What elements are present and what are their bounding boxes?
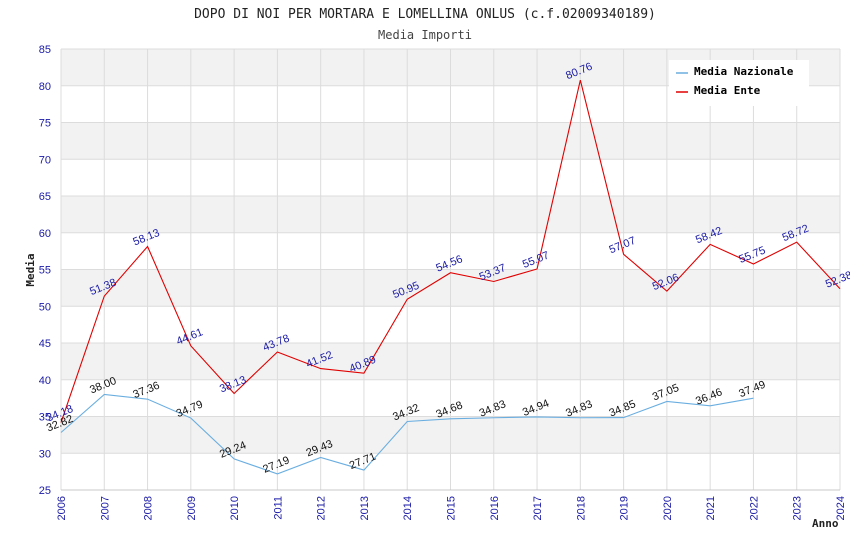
- x-tick-label: 2010: [229, 496, 241, 520]
- x-tick-label: 2024: [835, 496, 847, 520]
- x-tick-label: 2011: [272, 496, 284, 520]
- legend-label-media-nazionale: Media Nazionale: [694, 65, 794, 78]
- y-tick-label: 45: [39, 338, 51, 350]
- y-tick-labels: 25 30 35 40 45 50 55 60 65 70 75 80 85: [39, 44, 51, 497]
- x-tick-label: 2017: [532, 496, 544, 520]
- x-tick-label: 2009: [186, 496, 198, 520]
- y-tick-label: 65: [39, 191, 51, 203]
- x-tick-label: 2022: [748, 496, 760, 520]
- x-tick-label: 2014: [402, 496, 414, 520]
- y-tick-label: 40: [39, 375, 51, 387]
- y-tick-label: 70: [39, 154, 51, 166]
- chart-subtitle: Media Importi: [378, 28, 472, 42]
- x-tick-label: 2021: [705, 496, 717, 520]
- x-tick-label: 2008: [143, 496, 155, 520]
- x-tick-labels: 2006 2007 2008 2009 2010 2011 2012 2013 2014 2015…: [56, 496, 847, 520]
- y-tick-label: 55: [39, 265, 51, 277]
- y-tick-label: 30: [39, 448, 51, 460]
- y-tick-label: 75: [39, 118, 51, 130]
- y-tick-label: 80: [39, 81, 51, 93]
- x-tick-label: 2016: [489, 496, 501, 520]
- gridlines: [60, 48, 841, 491]
- y-axis-label: Media: [24, 253, 37, 286]
- series-line-media-ente: [60, 80, 841, 423]
- x-axis-label: Anno: [812, 517, 839, 530]
- x-tick-label: 2023: [792, 496, 804, 520]
- y-tick-label: 50: [39, 301, 51, 313]
- x-tick-label: 2015: [446, 496, 458, 520]
- series-line-media-nazionale: [60, 393, 754, 475]
- y-tick-label: 35: [39, 412, 51, 424]
- x-tick-label: 2020: [662, 496, 674, 520]
- chart-title: DOPO DI NOI PER MORTARA E LOMELLINA ONLU…: [194, 7, 656, 22]
- x-tick-label: 2013: [359, 496, 371, 520]
- x-tick-label: 2012: [316, 496, 328, 520]
- y-tick-label: 25: [39, 485, 51, 497]
- series-lines: [60, 80, 841, 475]
- legend: Media Nazionale Media Ente: [669, 60, 809, 106]
- x-tick-label: 2018: [575, 496, 587, 520]
- x-tick-label: 2019: [619, 496, 631, 520]
- legend-label-media-ente: Media Ente: [694, 84, 761, 97]
- y-tick-label: 85: [39, 44, 51, 56]
- x-tick-label: 2006: [56, 496, 68, 520]
- y-tick-label: 60: [39, 228, 51, 240]
- x-tick-label: 2007: [99, 496, 111, 520]
- legend-box: [669, 60, 809, 106]
